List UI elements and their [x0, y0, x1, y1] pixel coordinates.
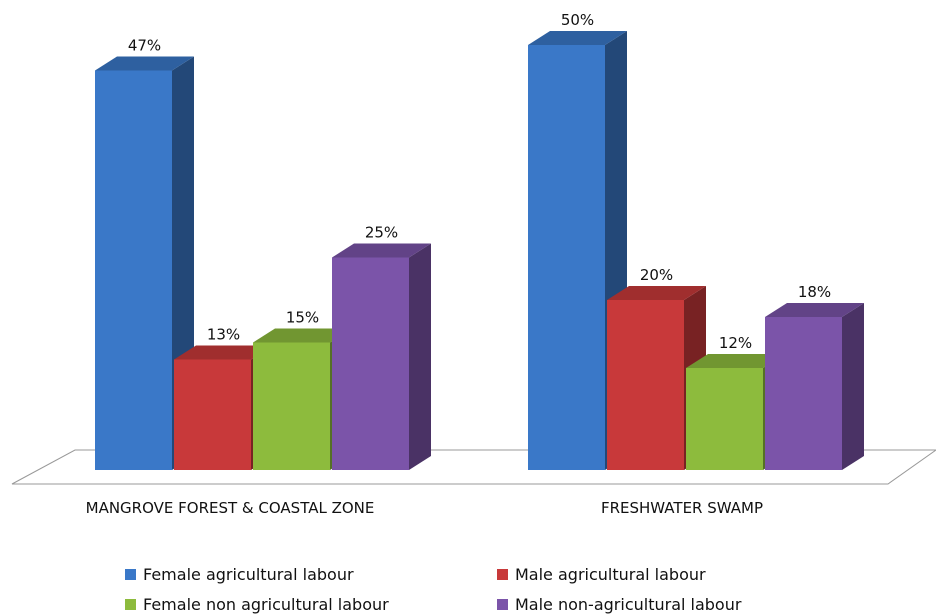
bar-top	[253, 328, 352, 343]
legend-item: Female non agricultural labour	[125, 595, 389, 614]
bar	[174, 359, 251, 470]
legend-label: Male agricultural labour	[515, 565, 706, 584]
bar-top	[765, 303, 864, 317]
bar-top	[686, 354, 785, 368]
x-tick-label: FRESHWATER SWAMP	[600, 499, 764, 517]
value-label: 50%	[561, 11, 594, 29]
legend-item: Male non-agricultural labour	[497, 595, 741, 614]
legend-swatch	[497, 569, 508, 580]
legend-swatch	[125, 599, 136, 610]
bar-side	[842, 303, 864, 470]
value-label: 47%	[128, 37, 161, 55]
value-label: 12%	[719, 334, 752, 352]
bar	[253, 342, 330, 470]
bar-top	[332, 243, 431, 258]
bar	[686, 368, 763, 470]
bar	[607, 300, 684, 470]
legend-swatch	[497, 599, 508, 610]
legend-label: Female agricultural labour	[143, 565, 354, 584]
value-label: 18%	[798, 283, 831, 301]
value-label: 25%	[365, 224, 398, 242]
bar-top	[95, 56, 194, 71]
bar-top	[174, 345, 273, 360]
value-label: 13%	[207, 326, 240, 344]
legend-item: Female agricultural labour	[125, 565, 354, 584]
bar-side	[409, 243, 431, 470]
bar-top	[607, 286, 706, 300]
bar	[332, 257, 409, 470]
bar	[95, 70, 172, 470]
x-tick-label: MANGROVE FOREST & COASTAL ZONE	[85, 499, 375, 517]
legend-swatch	[125, 569, 136, 580]
value-label: 15%	[286, 309, 319, 327]
bar	[528, 45, 605, 470]
legend-item: Male agricultural labour	[497, 565, 706, 584]
bar-top	[528, 31, 627, 45]
bar	[765, 317, 842, 470]
legend-label: Male non-agricultural labour	[515, 595, 742, 614]
value-label: 20%	[640, 266, 673, 284]
legend-label: Female non agricultural labour	[143, 595, 389, 614]
